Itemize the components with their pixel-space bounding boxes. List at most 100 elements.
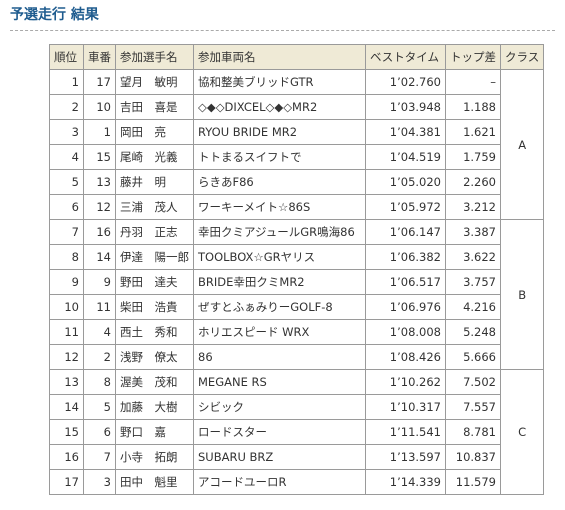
cell: らきあF86 xyxy=(193,169,366,195)
cell: 7 xyxy=(83,444,116,470)
cell: 望月 敏明 xyxy=(115,69,194,95)
cell: シビック xyxy=(193,394,366,420)
cell: トトまるスイフトで xyxy=(193,144,366,170)
cell: 丹羽 正志 xyxy=(115,219,194,245)
cell: 渥美 茂和 xyxy=(115,369,194,395)
table-body: 1 17 望月 敏明 協和整美ブリッドGTR 1’02.760– A 2 10 吉田 喜是 ◇◆◇… xyxy=(49,69,545,495)
cell: 三浦 茂人 xyxy=(115,194,194,220)
cell: 岡田 亮 xyxy=(115,119,194,145)
cell: 浅野 僚太 xyxy=(115,344,194,370)
cell: 1’02.760 xyxy=(365,69,446,95)
result-row: 2 10 吉田 喜是 ◇◆◇DIXCEL◇◆◇MR2 1’03.948 1.188 xyxy=(49,94,544,120)
cell: TOOLBOX☆GRヤリス xyxy=(193,244,366,270)
cell: 1 xyxy=(83,119,116,145)
cell: 12 xyxy=(83,194,116,220)
cell: 野田 達夫 xyxy=(115,269,194,295)
cell: 8.781 xyxy=(445,419,501,445)
cell: 16 xyxy=(83,219,116,245)
column-header: 順位 xyxy=(49,44,84,70)
divider xyxy=(10,30,555,31)
cell: 1’06.147 xyxy=(365,219,446,245)
cell: 7.557 xyxy=(445,394,501,420)
cell: 2 xyxy=(83,344,116,370)
cell: 5 xyxy=(49,169,84,195)
cell: ロードスター xyxy=(193,419,366,445)
cell: 7 xyxy=(49,219,84,245)
cell: 柴田 浩貴 xyxy=(115,294,194,320)
column-header: トップ差 xyxy=(445,44,501,70)
cell: 1’06.517 xyxy=(365,269,446,295)
cell: 5 xyxy=(83,394,116,420)
cell: 9 xyxy=(49,269,84,295)
cell: 2.260 xyxy=(445,169,501,195)
cell: 12 xyxy=(49,344,84,370)
cell: 5.248 xyxy=(445,319,501,345)
cell: 2 xyxy=(49,94,84,120)
cell: 西土 秀和 xyxy=(115,319,194,345)
result-row: 3 1 岡田 亮 RYOU BRIDE MR2 1’04.381 1.621 xyxy=(49,119,544,145)
cell: – xyxy=(445,69,501,95)
result-row: 15 6 野口 嘉ロードスター 1’11.541 8.781 xyxy=(49,419,544,445)
column-header: 参加車両名 xyxy=(193,44,366,70)
cell: 4 xyxy=(49,144,84,170)
cell: 13 xyxy=(49,369,84,395)
cell: 3 xyxy=(49,119,84,145)
cell: 1’06.382 xyxy=(365,244,446,270)
cell: 6 xyxy=(49,194,84,220)
cell: 8 xyxy=(83,369,116,395)
cell: 11.579 xyxy=(445,469,501,495)
cell: 8 xyxy=(49,244,84,270)
result-row: 10 11 柴田 浩貴 ぜすとふぁみりーGOLF-8 1’06.976 4.216 xyxy=(49,294,544,320)
cell: 幸田クミアジュールGR鳴海86 xyxy=(193,219,366,245)
result-row: 5 13 藤井 明らきあF86 1’05.020 2.260 xyxy=(49,169,544,195)
cell: 11 xyxy=(49,319,84,345)
cell: 3.212 xyxy=(445,194,501,220)
cell: アコードユーロR xyxy=(193,469,366,495)
cell: ぜすとふぁみりーGOLF-8 xyxy=(193,294,366,320)
result-row: 1 17 望月 敏明 協和整美ブリッドGTR 1’02.760– A xyxy=(49,69,545,220)
result-row: 16 7 小寺 拓朗 SUBARU BRZ 1’13.597 10.837 xyxy=(49,444,544,470)
cell: 14 xyxy=(49,394,84,420)
cell: 14 xyxy=(83,244,116,270)
result-row: 6 12 三浦 茂人 ワーキーメイト☆86S 1’05.972 3.212 xyxy=(49,194,544,220)
cell: BRIDE幸田クミMR2 xyxy=(193,269,366,295)
column-header: ベストタイム xyxy=(365,44,446,70)
cell: 協和整美ブリッドGTR xyxy=(193,69,366,95)
cell: 7.502 xyxy=(445,369,501,395)
cell: RYOU BRIDE MR2 xyxy=(193,119,366,145)
result-row: 12 2 浅野 僚太 86 1’08.426 5.666 xyxy=(49,344,544,370)
cell: 1’10.262 xyxy=(365,369,446,395)
cell: 1’04.519 xyxy=(365,144,446,170)
cell: 1.759 xyxy=(445,144,501,170)
cell: 13 xyxy=(83,169,116,195)
cell: 伊達 陽一郎 xyxy=(115,244,194,270)
cell: 10 xyxy=(83,94,116,120)
cell: 1’05.972 xyxy=(365,194,446,220)
result-row: 13 8 渥美 茂和 MEGANE RS 1’10.262 7.502 C xyxy=(49,369,545,495)
cell: 5.666 xyxy=(445,344,501,370)
cell: 6 xyxy=(83,419,116,445)
cell: 1’03.948 xyxy=(365,94,446,120)
result-row: 8 14 伊達 陽一郎 TOOLBOX☆GRヤリス 1’06.382 3.622 xyxy=(49,244,544,270)
column-header: クラス xyxy=(499,44,545,70)
class-cell: A xyxy=(499,69,545,220)
cell: 3.757 xyxy=(445,269,501,295)
class-cell: B xyxy=(499,219,545,370)
header-row: 順位 車番 参加選手名 参加車両名 ベストタイム トップ差 クラス xyxy=(49,44,545,70)
cell: 1.188 xyxy=(445,94,501,120)
column-header: 参加選手名 xyxy=(115,44,194,70)
cell: ホリエスピード WRX xyxy=(193,319,366,345)
cell: 4.216 xyxy=(445,294,501,320)
cell: ワーキーメイト☆86S xyxy=(193,194,366,220)
cell: 1’11.541 xyxy=(365,419,446,445)
cell: 1’10.317 xyxy=(365,394,446,420)
cell: 11 xyxy=(83,294,116,320)
class-cell: C xyxy=(499,369,545,495)
cell: 9 xyxy=(83,269,116,295)
results-table: 順位 車番 参加選手名 参加車両名 ベストタイム トップ差 クラス 1 1 7 望月 敏明 協和整美… xyxy=(49,44,545,495)
cell: ◇◆◇DIXCEL◇◆◇MR2 xyxy=(193,94,366,120)
column-header: 車番 xyxy=(83,44,116,70)
cell: 1’06.976 xyxy=(365,294,446,320)
cell: 16 xyxy=(49,444,84,470)
